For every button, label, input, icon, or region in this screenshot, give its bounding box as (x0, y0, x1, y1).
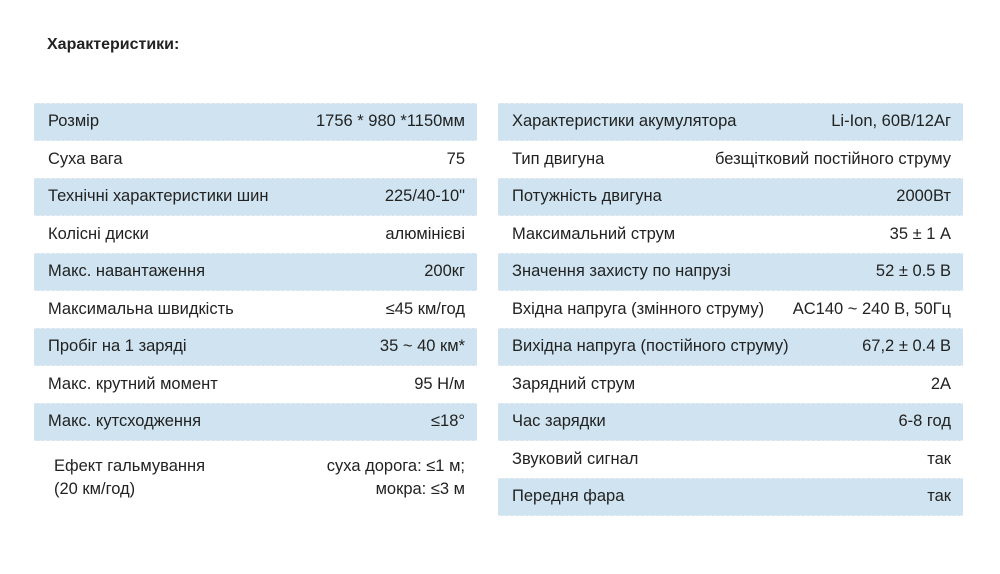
spec-label: Передня фара (512, 487, 625, 506)
spec-value: 6-8 год (898, 412, 951, 431)
spec-value: так (927, 449, 951, 468)
spec-row-brake: Ефект гальмування (20 км/год) суха дорога:… (34, 441, 477, 517)
spec-row: Значення захисту по напрузі 52 ± 0.5 В (498, 253, 963, 291)
spec-value: 1756 * 980 *1150мм (316, 112, 465, 131)
spec-row: Пробіг на 1 заряді 35 ~ 40 км* (34, 328, 477, 366)
spec-label: Тип двигуна (512, 149, 605, 168)
spec-label: Вхідна напруга (змінного струму) (512, 299, 765, 318)
spec-value: 95 Н/м (414, 374, 465, 393)
section-title: Характеристики: (47, 36, 180, 53)
spec-row: Передня фара так (498, 478, 963, 516)
spec-value: AC140 ~ 240 В, 50Гц (792, 299, 951, 318)
spec-label: Технічні характеристики шин (48, 187, 269, 206)
spec-row: Розмір 1756 * 980 *1150мм (34, 103, 477, 141)
spec-row: Колісні диски алюмінієві (34, 216, 477, 254)
brake-value-line1: суха дорога: ≤1 м; (326, 456, 465, 475)
spec-table-left: Розмір 1756 * 980 *1150мм Суха вага 75 Техні… (34, 103, 477, 517)
spec-value: 35 ± 1 А (889, 224, 951, 243)
spec-label: Розмір (48, 112, 100, 131)
spec-value: 35 ~ 40 км* (379, 337, 465, 356)
spec-label: Вихідна напруга (постійного струму) (512, 337, 789, 356)
spec-row: Звуковий сигнал так (498, 441, 963, 479)
spec-value: 2000Вт (896, 187, 951, 206)
spec-row: Технічні характеристики шин 225/40-10" (34, 178, 477, 216)
spec-row: Зарядний струм 2А (498, 366, 963, 404)
spec-row: Суха вага 75 (34, 141, 477, 179)
spec-row: Тип двигуна безщітковий постійного струму (498, 141, 963, 179)
spec-row: Час зарядки 6-8 год (498, 403, 963, 441)
spec-label: Характеристики акумулятора (512, 112, 737, 131)
spec-label: Звуковий сигнал (512, 449, 639, 468)
spec-label: Максимальна швидкість (48, 299, 234, 318)
spec-row: Максимальний струм 35 ± 1 А (498, 216, 963, 254)
spec-value: 200кг (424, 262, 465, 281)
spec-row: Макс. крутний момент 95 Н/м (34, 366, 477, 404)
spec-value: Li-Ion, 60В/12Аг (831, 112, 951, 131)
spec-label: Потужність двигуна (512, 187, 662, 206)
spec-table-right: Характеристики акумулятора Li-Ion, 60В/12… (498, 103, 963, 516)
spec-value: 2А (930, 374, 951, 393)
spec-value: алюмінієві (385, 224, 465, 243)
spec-row: Максимальна швидкість ≤45 км/год (34, 291, 477, 329)
spec-row: Макс. навантаження 200кг (34, 253, 477, 291)
spec-row: Потужність двигуна 2000Вт (498, 178, 963, 216)
spec-row: Вихідна напруга (постійного струму) 67,2 … (498, 328, 963, 366)
spec-value: ≤18° (430, 412, 465, 431)
spec-value: безщітковий постійного струму (715, 149, 951, 168)
spec-value: ≤45 км/год (385, 299, 465, 318)
spec-value: 75 (446, 149, 465, 168)
spec-label: Час зарядки (512, 412, 606, 431)
spec-value: суха дорога: ≤1 м; мокра: ≤3 м (327, 455, 465, 501)
brake-label-line1: Ефект гальмування (54, 456, 206, 475)
spec-label: Макс. навантаження (48, 262, 206, 281)
spec-value: 52 ± 0.5 В (875, 262, 951, 281)
spec-label: Макс. кутсходження (48, 412, 202, 431)
brake-value-line2: мокра: ≤3 м (375, 479, 465, 498)
spec-label: Ефект гальмування (20 км/год) (48, 455, 205, 501)
spec-value: так (927, 487, 951, 506)
brake-label-line2: (20 км/год) (54, 479, 136, 498)
spec-row: Вхідна напруга (змінного струму) AC140 ~ … (498, 291, 963, 329)
spec-label: Максимальний струм (512, 224, 676, 243)
spec-label: Макс. крутний момент (48, 374, 218, 393)
spec-label: Значення захисту по напрузі (512, 262, 731, 281)
spec-label: Пробіг на 1 заряді (48, 337, 187, 356)
spec-value: 225/40-10" (384, 187, 465, 206)
spec-label: Суха вага (48, 149, 123, 168)
spec-row: Макс. кутсходження ≤18° (34, 403, 477, 441)
spec-value: 67,2 ± 0.4 В (862, 337, 951, 356)
spec-label: Зарядний струм (512, 374, 636, 393)
spec-label: Колісні диски (48, 224, 149, 243)
spec-row: Характеристики акумулятора Li-Ion, 60В/12… (498, 103, 963, 141)
